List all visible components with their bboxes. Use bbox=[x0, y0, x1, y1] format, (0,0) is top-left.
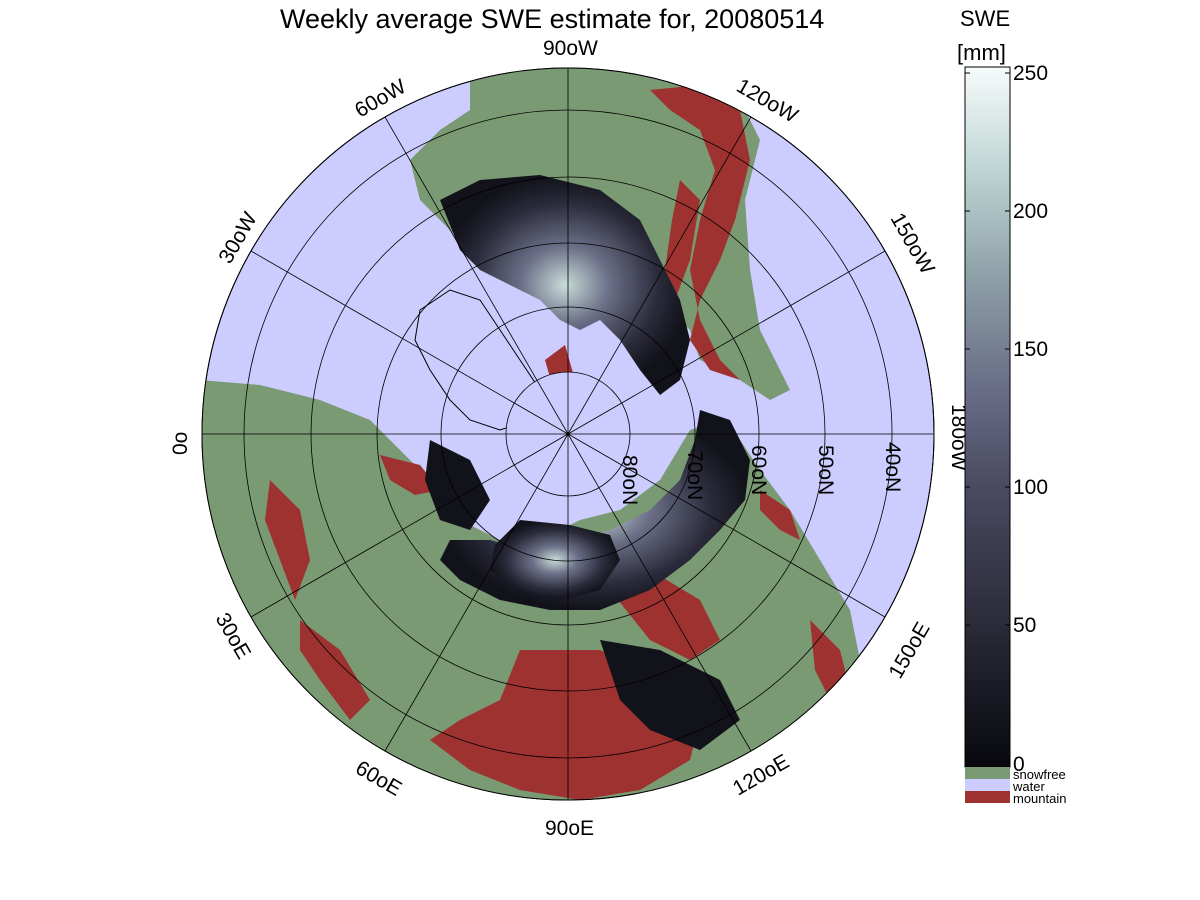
land-layer bbox=[202, 68, 860, 800]
lon-label-90w: 90oW bbox=[543, 37, 598, 60]
lon-label-30e: 30oE bbox=[211, 609, 255, 663]
meridian-grid bbox=[202, 68, 934, 800]
legend-water-swatch bbox=[965, 779, 1010, 791]
colorbar-gradient bbox=[964, 66, 1011, 768]
lat-label-80n: 80oN bbox=[618, 455, 641, 505]
map-border bbox=[201, 67, 935, 801]
north-america-landmass bbox=[410, 68, 790, 400]
colorbar-title-line1: SWE bbox=[960, 6, 1011, 31]
lat-label-40n: 40oN bbox=[881, 442, 904, 492]
lon-label-180w: 180oW bbox=[947, 404, 970, 471]
lat-label-50n: 50oN bbox=[814, 445, 837, 495]
colorbar: 250 200 150 100 50 0 snowfree water moun… bbox=[964, 62, 1066, 806]
lon-label-0: 0o bbox=[169, 432, 192, 455]
legend-snowfree-swatch bbox=[965, 767, 1010, 779]
lon-label-150e: 150oE bbox=[884, 618, 934, 682]
legend-mountain-label: mountain bbox=[1013, 791, 1066, 806]
lon-label-60e: 60oE bbox=[352, 756, 406, 800]
legend-snowfree-label: snowfree bbox=[1013, 767, 1066, 782]
colorbar-tick-100: 100 bbox=[1013, 476, 1048, 499]
lat-label-60n: 60oN bbox=[747, 445, 770, 495]
colorbar-tick-200: 200 bbox=[1013, 200, 1048, 223]
colorbar-ticks bbox=[965, 72, 1010, 626]
legend-mountain-swatch bbox=[965, 791, 1010, 803]
colorbar-tick-0: 0 bbox=[1013, 753, 1025, 776]
colorbar-tick-250: 250 bbox=[1013, 62, 1048, 85]
colorbar-tick-150: 150 bbox=[1013, 338, 1048, 361]
map-title: Weekly average SWE estimate for, 2008051… bbox=[280, 4, 825, 34]
colorbar-title-line2: [mm] bbox=[957, 40, 1006, 65]
lon-label-90e: 90oE bbox=[545, 817, 594, 840]
lat-label-70n: 70oN bbox=[683, 450, 706, 500]
legend-water-label: water bbox=[1012, 779, 1045, 794]
colorbar-tick-50: 50 bbox=[1013, 614, 1036, 637]
